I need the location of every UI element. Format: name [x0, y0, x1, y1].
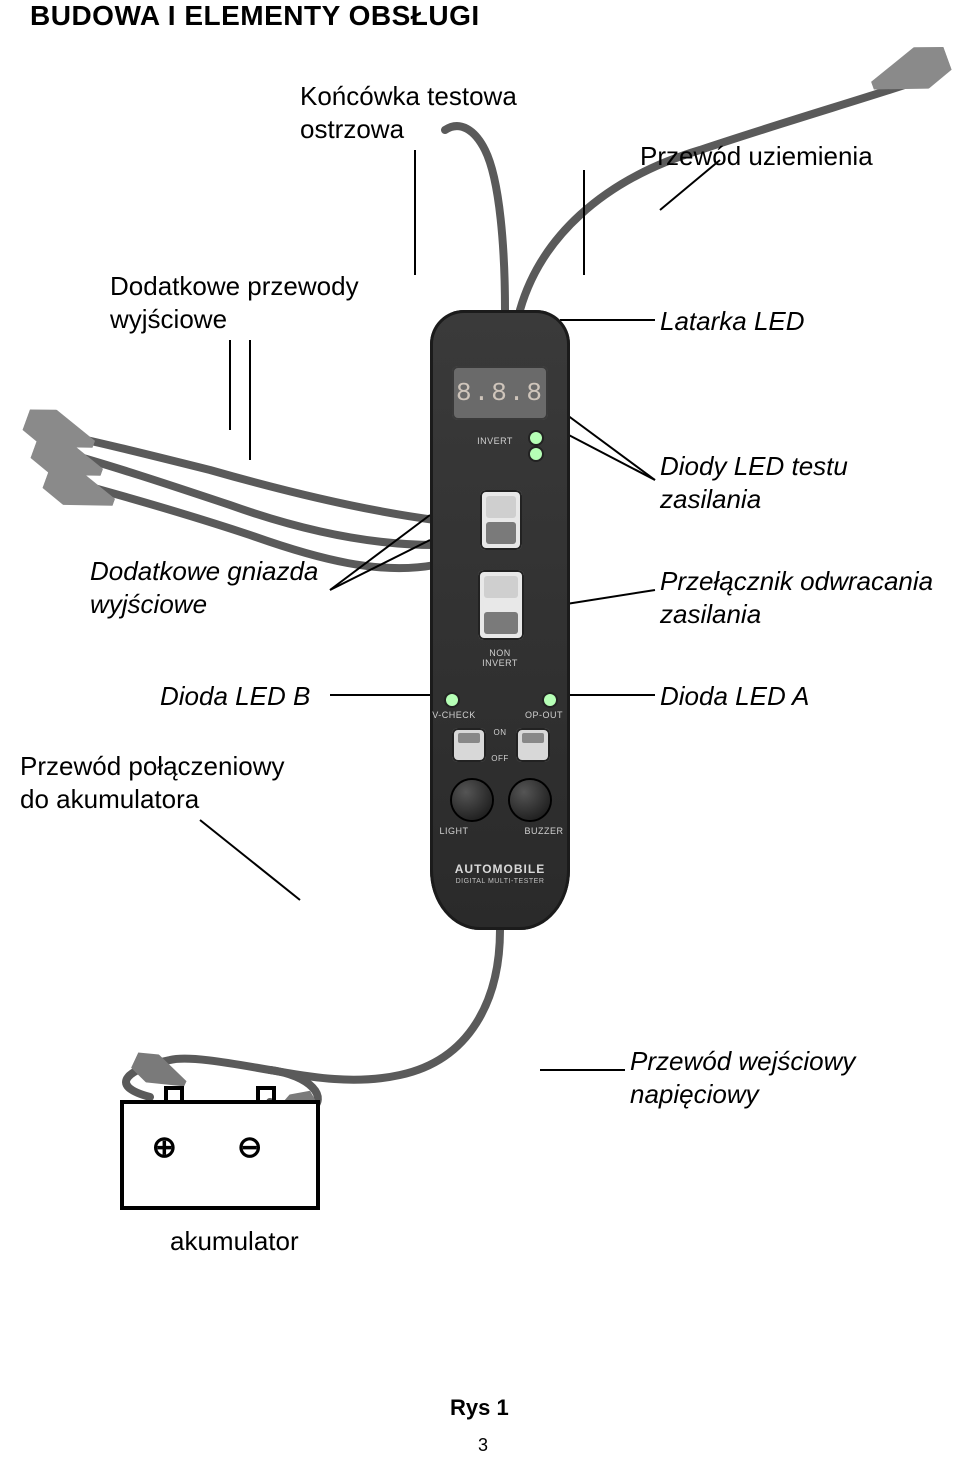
buzzer-label: BUZZER	[514, 826, 574, 836]
opout-label: OP-OUT	[514, 710, 574, 720]
label-vin: Przewód wejściowy napięciowy	[630, 1045, 855, 1110]
noninvert-label: NON INVERT	[470, 648, 530, 668]
page-heading: BUDOWA I ELEMENTY OBSŁUGI	[30, 0, 480, 32]
clip-lead-3	[39, 459, 120, 521]
label-extraJacks: Dodatkowe gniazda wyjściowe	[90, 555, 318, 620]
battery-polarity: ⊕ ⊖	[124, 1130, 316, 1165]
clip-ground	[865, 38, 955, 107]
label-battery: akumulator	[170, 1225, 299, 1258]
tester-device: 8.8.8 INVERT NON INVERT V-CHECK OP-OUT O…	[430, 310, 570, 930]
label-testLeds: Diody LED testu zasilania	[660, 450, 848, 515]
device-brand: AUTOMOBILE	[430, 862, 570, 876]
label-battWire: Przewód połączeniowy do akumulatora	[20, 750, 284, 815]
on-label: ON	[470, 728, 530, 737]
light-button[interactable]	[452, 780, 492, 820]
device-display: 8.8.8	[452, 366, 548, 420]
device-subtitle: DIGITAL MULTI-TESTER	[430, 878, 570, 885]
invert-top-label: INVERT	[470, 436, 520, 446]
off-label: OFF	[470, 754, 530, 763]
figure-caption: Rys 1	[450, 1395, 509, 1421]
power-led-2	[530, 448, 542, 460]
label-tip: Końcówka testowa ostrzowa	[300, 80, 517, 145]
invert-switch[interactable]	[480, 490, 522, 550]
buzzer-button[interactable]	[510, 780, 550, 820]
label-ledB: Dioda LED B	[160, 680, 310, 713]
label-flashlight: Latarka LED	[660, 305, 805, 338]
battery-box: ⊕ ⊖	[120, 1100, 320, 1210]
label-ground: Przewód uziemienia	[640, 140, 873, 173]
page-number: 3	[478, 1435, 488, 1456]
led-a-dot	[544, 694, 556, 706]
vcheck-label: V-CHECK	[424, 710, 484, 720]
power-led-1	[530, 432, 542, 444]
label-ledA: Dioda LED A	[660, 680, 809, 713]
main-rocker[interactable]	[478, 570, 524, 640]
light-label: LIGHT	[424, 826, 484, 836]
label-extraLeads: Dodatkowe przewody wyjściowe	[110, 270, 359, 335]
label-invert: Przełącznik odwracania zasilania	[660, 565, 933, 630]
led-b-dot	[446, 694, 458, 706]
